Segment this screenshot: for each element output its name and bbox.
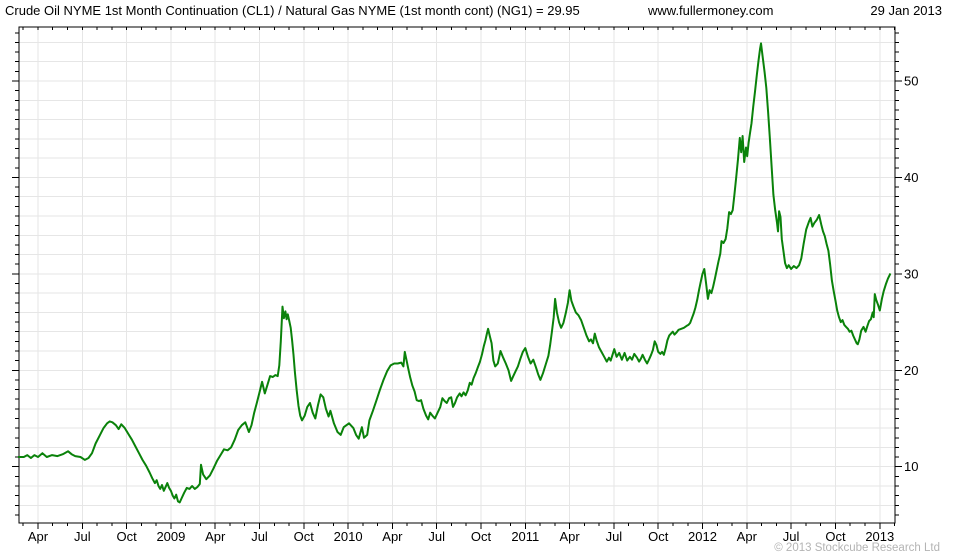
x-axis-label: Oct (825, 529, 846, 544)
x-axis-label: Oct (116, 529, 137, 544)
x-axis-label: Oct (471, 529, 492, 544)
x-axis-label: Jul (783, 529, 800, 544)
x-axis-label: Jul (251, 529, 268, 544)
x-axis-label: Apr (382, 529, 403, 544)
copyright-notice: © 2013 Stockcube Research Ltd (774, 542, 940, 554)
y-axis-label: 50 (904, 74, 918, 89)
y-axis-label: 30 (904, 266, 918, 281)
y-axis-label: 20 (904, 363, 918, 378)
price-line (18, 42, 892, 504)
chart-date: 29 Jan 2013 (870, 3, 942, 18)
chart-title: Crude Oil NYME 1st Month Continuation (C… (5, 3, 580, 18)
x-axis-label: Jul (74, 529, 91, 544)
x-axis-label: 2013 (865, 529, 894, 544)
x-axis-label: Apr (28, 529, 49, 544)
x-axis-label: Apr (205, 529, 226, 544)
x-axis-label: Oct (294, 529, 315, 544)
x-axis-label: Jul (606, 529, 623, 544)
y-axis-label: 10 (904, 459, 918, 474)
plot-border (18, 26, 896, 524)
x-axis-label: 2010 (334, 529, 363, 544)
x-axis-label: Oct (648, 529, 669, 544)
x-axis-label: 2012 (688, 529, 717, 544)
x-axis-label: Apr (737, 529, 758, 544)
x-axis-label: Jul (428, 529, 445, 544)
y-axis-label: 40 (904, 170, 918, 185)
x-axis-label: 2011 (511, 529, 539, 544)
x-axis-label: Apr (559, 529, 580, 544)
site-link[interactable]: www.fullermoney.com (648, 3, 774, 18)
x-axis-label: 2009 (156, 529, 185, 544)
